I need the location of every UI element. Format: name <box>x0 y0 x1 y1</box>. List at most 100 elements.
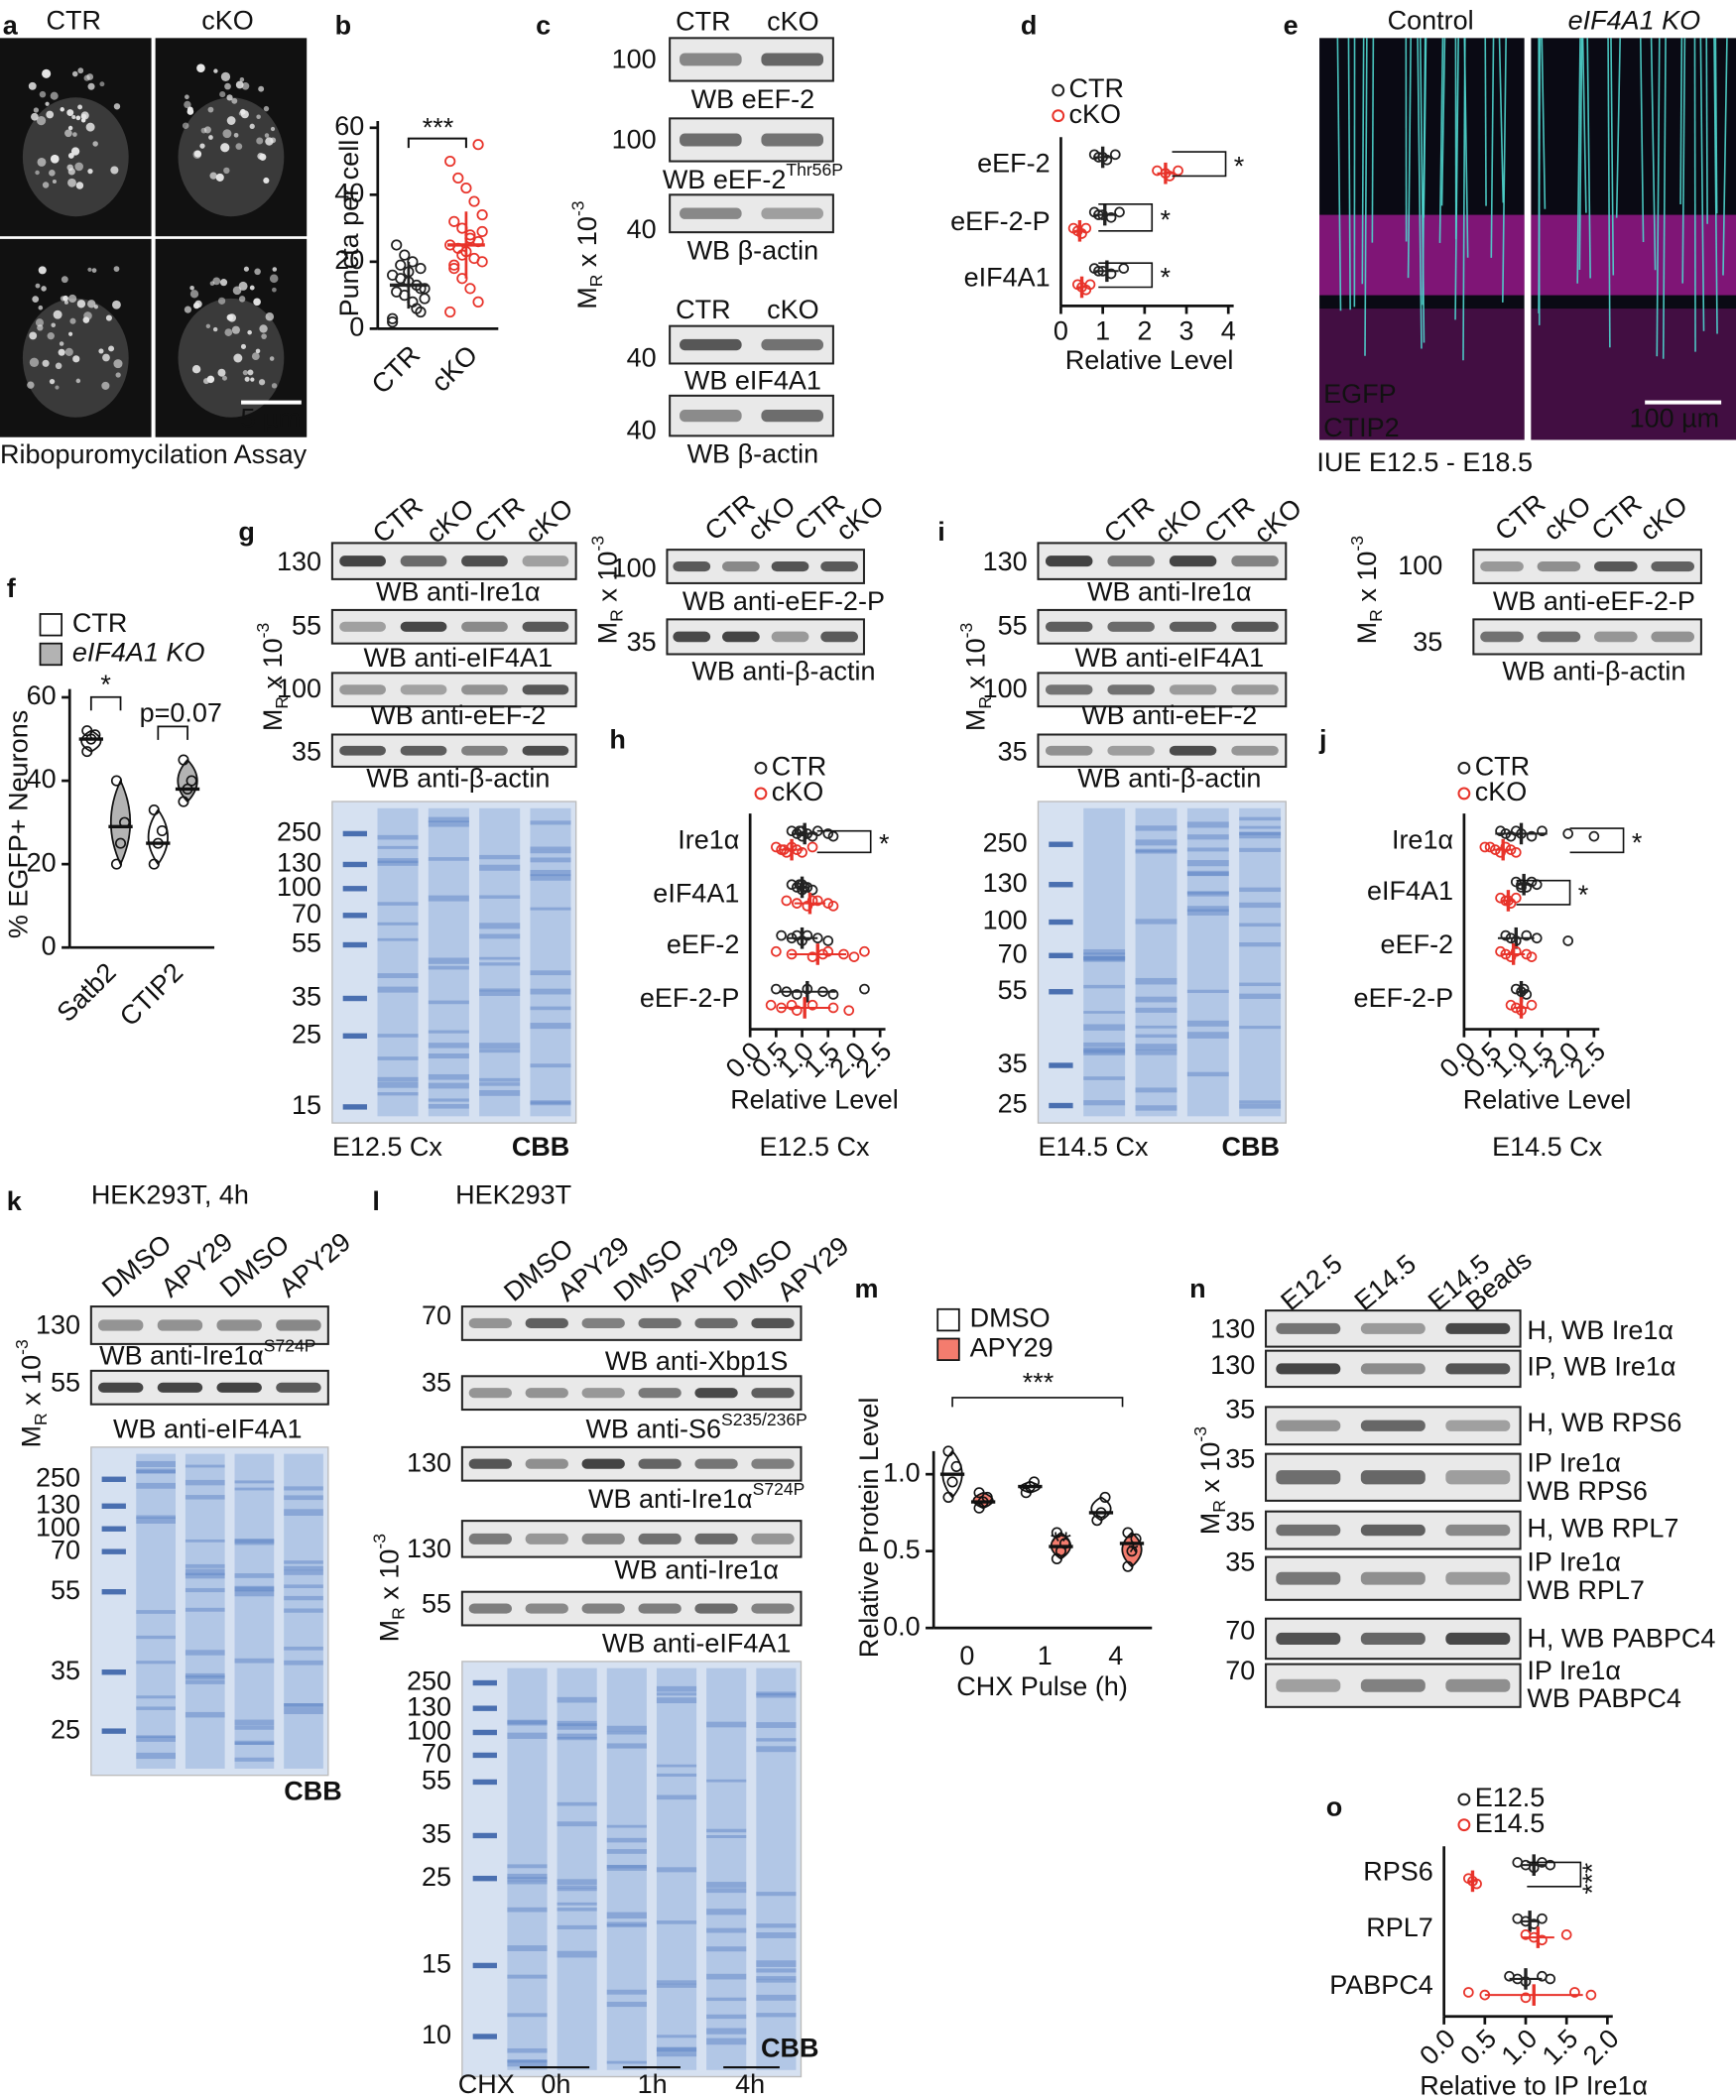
mw-marker: 35 <box>998 737 1028 767</box>
mw-marker: 35 <box>1225 1507 1255 1537</box>
gel-band <box>428 820 469 827</box>
ladder-band <box>472 1679 497 1686</box>
legend-marker <box>936 1307 960 1332</box>
point <box>476 208 488 221</box>
gel-band <box>1135 839 1178 846</box>
text-part: WB anti-Ire1α <box>588 1484 753 1514</box>
band <box>1360 1470 1426 1485</box>
gel-band <box>1239 825 1282 829</box>
gel-band <box>234 1658 275 1664</box>
puncta <box>45 101 50 106</box>
gel-band <box>756 1722 797 1728</box>
band <box>216 1382 262 1393</box>
point <box>1518 983 1530 995</box>
band <box>157 1382 203 1393</box>
gel-band <box>284 1703 323 1708</box>
band <box>339 621 386 632</box>
label: 5 µm <box>240 403 301 432</box>
gel-band <box>284 1509 323 1516</box>
gel-band <box>557 1801 597 1806</box>
puncta <box>220 71 231 82</box>
gel-band <box>706 1828 747 1833</box>
gel-band <box>530 988 571 995</box>
puncta <box>239 76 245 82</box>
label: E12.5 Cx <box>332 1132 443 1162</box>
band <box>1276 1632 1341 1646</box>
gel-band <box>479 1049 521 1053</box>
gel-band <box>284 1486 323 1491</box>
gel-band <box>479 1077 521 1082</box>
text-part: -3 <box>567 200 587 216</box>
puncta <box>247 369 254 376</box>
blot-label: WB anti-eIF4A1 <box>602 1629 792 1659</box>
ladder-band <box>1049 1102 1073 1109</box>
band <box>1360 1678 1426 1692</box>
text-part: x 10 <box>1352 552 1382 610</box>
gel-band <box>234 1725 275 1730</box>
gel-band <box>377 845 419 849</box>
text-part: R <box>388 1607 408 1620</box>
y-tick-label: eEF-2 <box>977 149 1051 179</box>
puncta <box>185 94 189 100</box>
point <box>794 879 806 891</box>
puncta <box>255 348 261 354</box>
gel-band <box>1186 906 1229 913</box>
text-part: WB anti-β-actin <box>366 764 550 794</box>
text-part: WB anti-eEF-2 <box>370 700 546 730</box>
puncta <box>242 370 248 376</box>
ladder-band <box>472 1875 497 1882</box>
gel-band <box>756 1923 797 1928</box>
band <box>468 1458 512 1469</box>
puncta <box>212 326 218 332</box>
blot <box>460 1305 803 1341</box>
panel-letter: i <box>937 517 945 547</box>
gel-band <box>479 923 521 929</box>
bracket <box>951 1397 1124 1408</box>
gel-band <box>185 1650 225 1656</box>
gel-band <box>557 1908 597 1912</box>
mw-marker: 40 <box>627 415 657 444</box>
gel-band <box>1186 1032 1229 1039</box>
ladder-band <box>1049 919 1073 926</box>
blot-label: WB anti-eEF-2 <box>1081 700 1257 730</box>
ladder-marker: 100 <box>983 906 1028 935</box>
label: 4h <box>735 2069 765 2099</box>
point <box>950 1460 962 1472</box>
legend-label: CTR <box>772 751 826 781</box>
gel-band <box>1239 982 1282 987</box>
significance: * <box>1632 827 1643 857</box>
gel-band <box>428 1082 469 1089</box>
significance: * <box>1234 151 1245 181</box>
ladder-band <box>472 1832 497 1839</box>
gel-band <box>1083 1050 1126 1055</box>
bracket <box>407 137 467 149</box>
point <box>460 182 472 194</box>
point <box>1122 1560 1134 1572</box>
gel-band <box>185 1568 225 1576</box>
mw-marker: 130 <box>277 547 321 576</box>
band <box>722 631 760 643</box>
puncta <box>240 343 247 349</box>
y-axis-label: Relative Protein Level <box>854 1398 884 1659</box>
band <box>1360 1322 1426 1334</box>
gel-band <box>284 1646 323 1651</box>
sample-label: E14.5 Cx <box>1492 1132 1603 1162</box>
gel-band <box>606 1849 647 1854</box>
band <box>751 1603 795 1614</box>
band <box>97 1382 144 1393</box>
puncta <box>64 347 73 356</box>
point <box>1560 1929 1572 1940</box>
gel-band <box>756 1976 797 1980</box>
band <box>638 1317 682 1329</box>
gel-band <box>284 1569 323 1575</box>
gel-lane <box>234 1453 275 1769</box>
y-tick-label: eIF4A1 <box>1367 876 1453 906</box>
gel-band <box>557 1950 597 1958</box>
gel-band <box>284 1495 323 1501</box>
band <box>1537 631 1581 643</box>
band <box>1107 621 1155 632</box>
gel-band <box>1186 847 1229 852</box>
gel-band <box>284 1595 323 1601</box>
mw-marker: 100 <box>983 674 1028 703</box>
puncta <box>269 274 279 284</box>
